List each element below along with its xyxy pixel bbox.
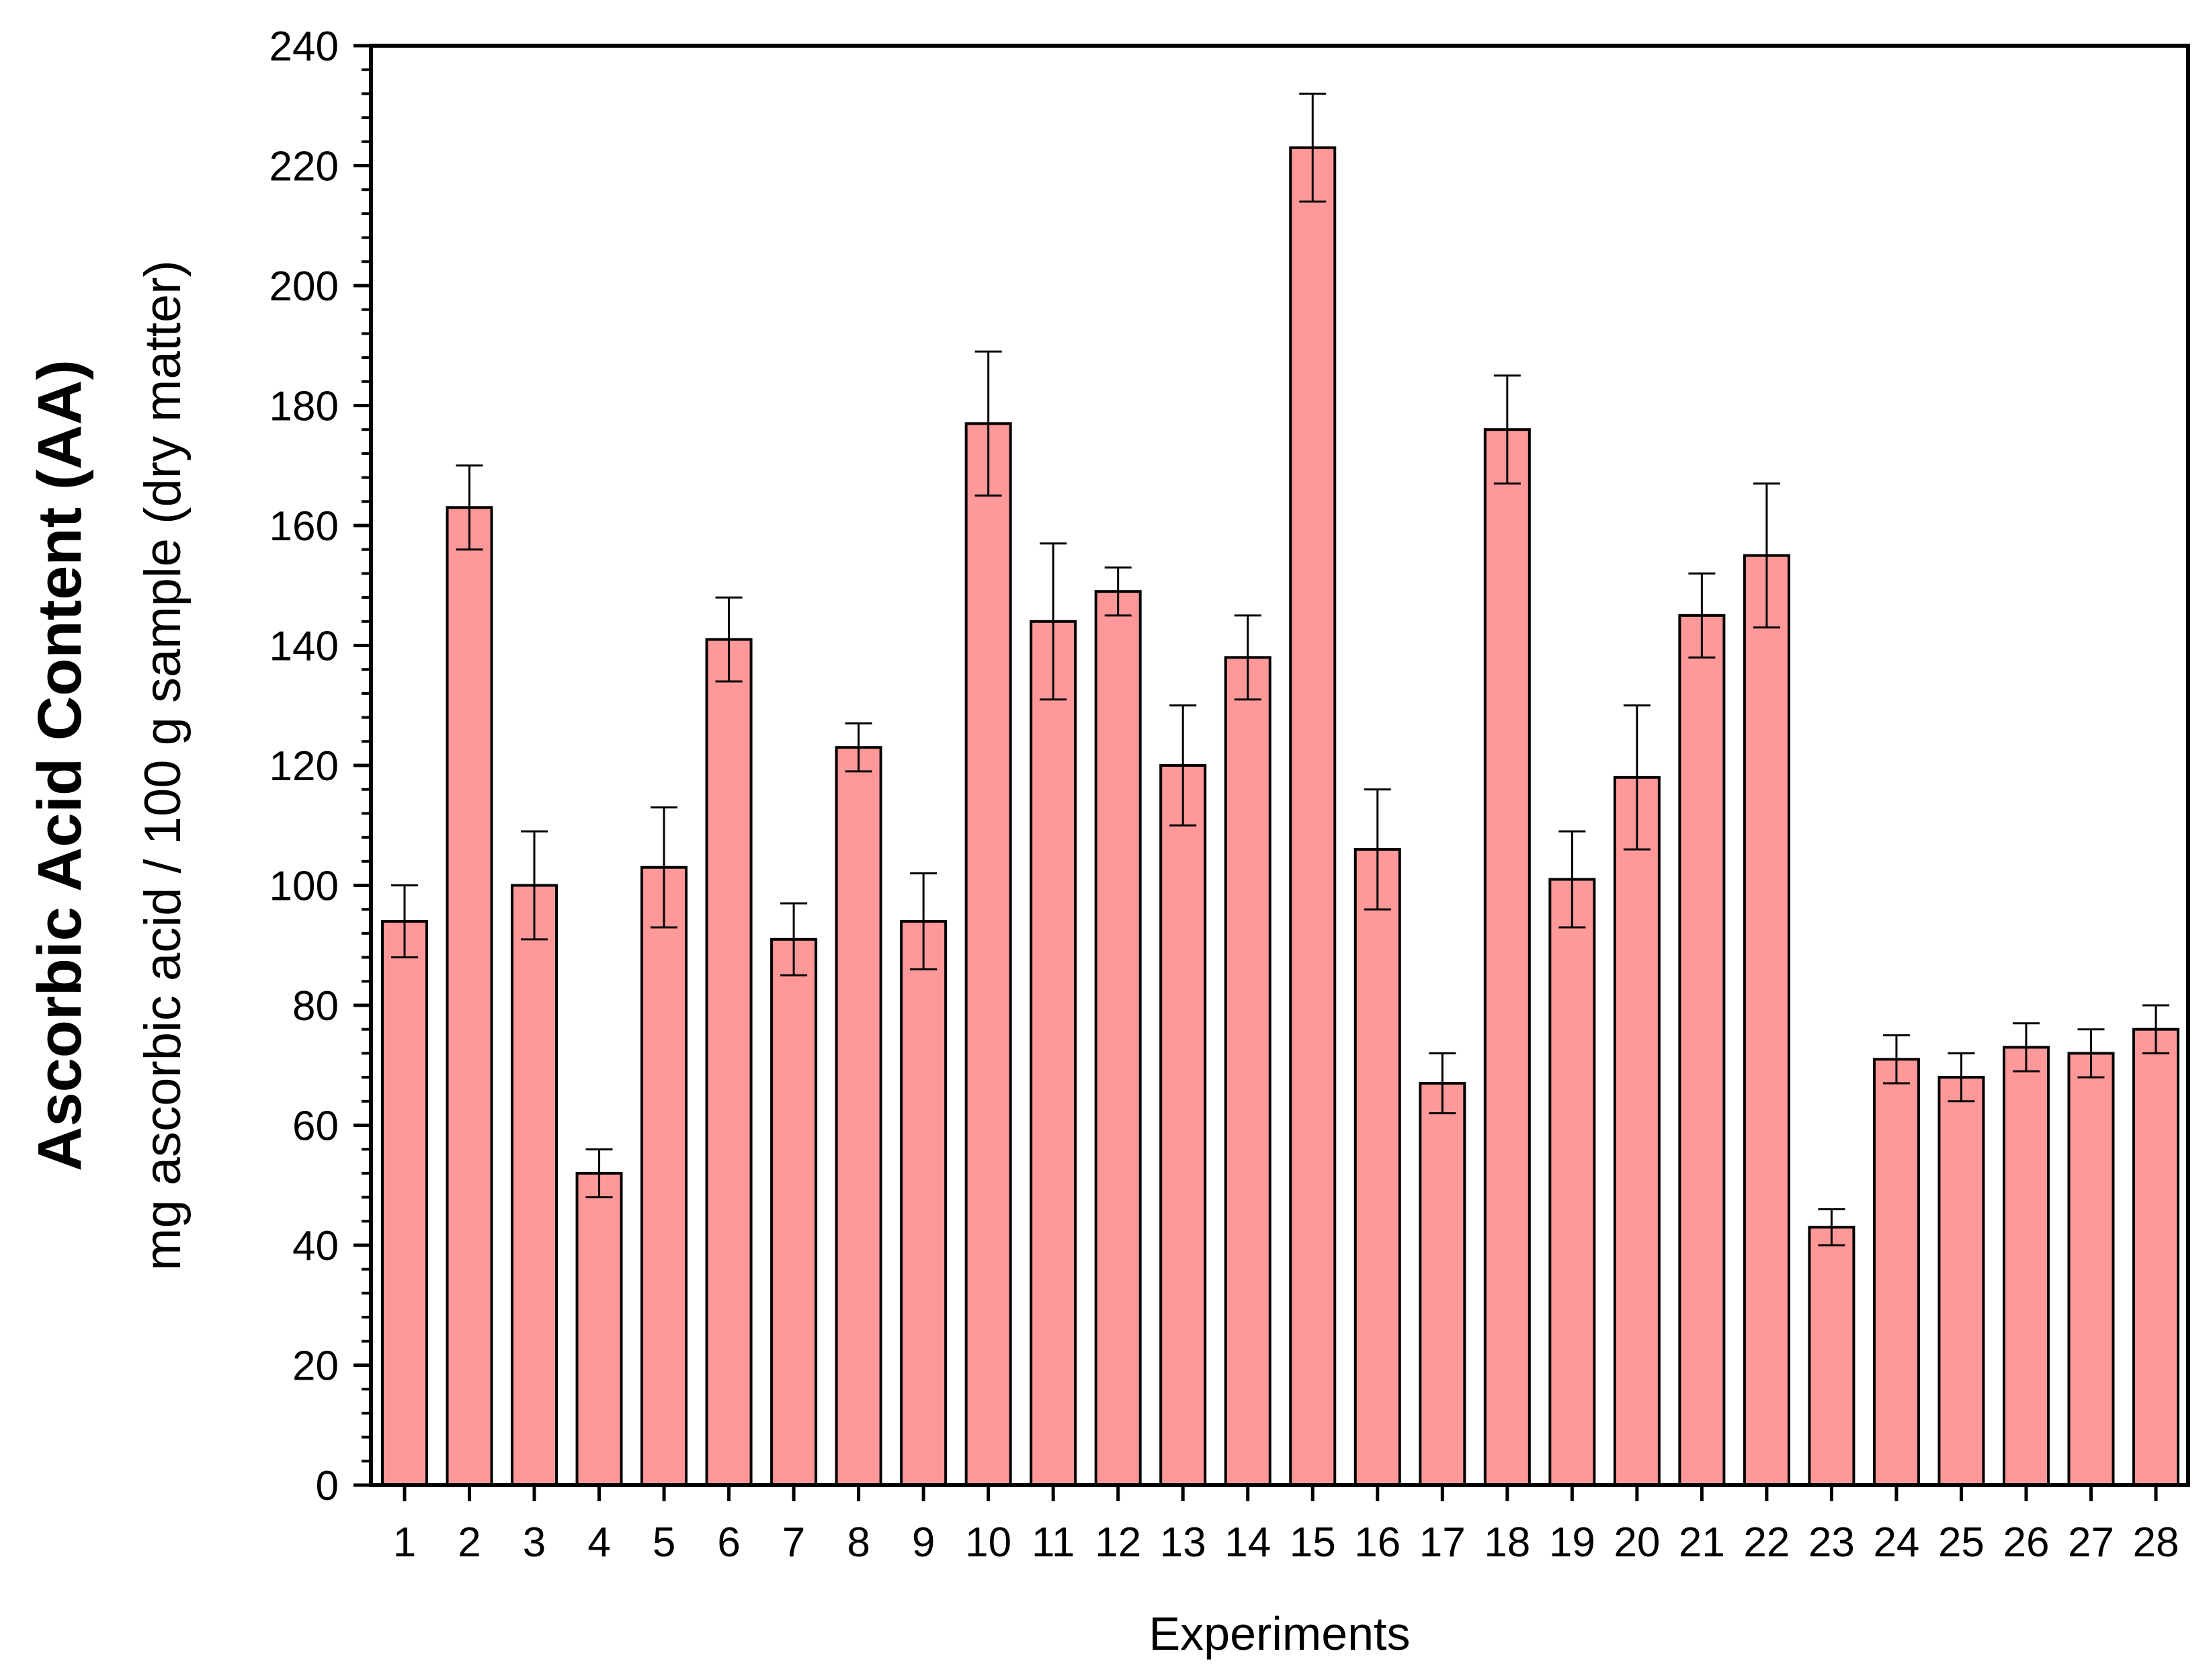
bar-17 xyxy=(1419,1082,1466,1486)
y-tick-label: 240 xyxy=(269,24,339,70)
bar-11 xyxy=(1030,620,1077,1486)
x-tick-label: 3 xyxy=(523,1519,546,1566)
y-tick-label: 200 xyxy=(269,263,339,310)
y-tick-label: 160 xyxy=(269,503,339,550)
y-axis-title: Ascorbic Acid Content (AA) xyxy=(26,360,94,1171)
y-axis-units: mg ascorbic acid / 100 g sample (dry mat… xyxy=(134,260,192,1271)
bar-16 xyxy=(1353,847,1401,1486)
y-tick-label: 180 xyxy=(269,384,339,430)
x-tick-label: 16 xyxy=(1354,1519,1401,1566)
bar-15 xyxy=(1289,146,1337,1487)
x-tick-label: 2 xyxy=(458,1519,481,1566)
x-tick-label: 12 xyxy=(1095,1519,1141,1566)
bar-23 xyxy=(1808,1226,1855,1486)
x-axis: 1 2 3 4 5 6 7 8 9 10 11 12 13 14 15 16 17 18 19 20 21 22 23 24 2… xyxy=(393,1485,2179,1566)
x-axis-title: Experiments xyxy=(1149,1607,1410,1660)
x-tick-label: 27 xyxy=(2068,1519,2114,1566)
bar-20 xyxy=(1613,775,1661,1486)
bar-9 xyxy=(900,920,948,1487)
bar-3 xyxy=(511,884,558,1486)
x-tick-label: 19 xyxy=(1549,1519,1595,1566)
x-tick-label: 23 xyxy=(1808,1519,1855,1566)
x-tick-label: 6 xyxy=(717,1519,740,1566)
y-tick-label: 220 xyxy=(269,144,339,190)
bar-2 xyxy=(446,506,493,1486)
x-tick-label: 28 xyxy=(2133,1519,2179,1566)
bar-26 xyxy=(2002,1046,2050,1486)
x-tick-label: 5 xyxy=(653,1519,675,1566)
y-axis: 0 20 40 60 80 100 120 140 160 180 200 220 240 xyxy=(269,24,371,1509)
x-tick-label: 1 xyxy=(393,1519,416,1566)
x-tick-label: 26 xyxy=(2003,1519,2049,1566)
x-tick-label: 18 xyxy=(1484,1519,1530,1566)
bar-28 xyxy=(2132,1027,2179,1486)
x-tick-label: 20 xyxy=(1614,1519,1660,1566)
y-tick-label: 80 xyxy=(292,983,339,1030)
x-tick-label: 21 xyxy=(1679,1519,1725,1566)
bars-layer xyxy=(381,92,2179,1487)
bar-14 xyxy=(1224,656,1271,1486)
bar-22 xyxy=(1743,554,1790,1486)
x-tick-label: 15 xyxy=(1290,1519,1336,1566)
bar-1 xyxy=(381,920,428,1487)
bar-13 xyxy=(1159,764,1207,1486)
x-tick-label: 9 xyxy=(912,1519,935,1566)
x-tick-label: 11 xyxy=(1032,1519,1075,1566)
x-tick-label: 24 xyxy=(1873,1519,1919,1566)
bar-8 xyxy=(835,746,882,1486)
y-tick-label: 40 xyxy=(292,1223,339,1269)
bar-18 xyxy=(1483,428,1531,1487)
plot-frame xyxy=(369,44,2190,1487)
bar-6 xyxy=(705,638,753,1487)
y-tick-label: 120 xyxy=(269,743,339,790)
x-tick-label: 10 xyxy=(965,1519,1011,1566)
bar-5 xyxy=(640,866,688,1486)
bar-10 xyxy=(964,422,1012,1486)
bar-12 xyxy=(1094,590,1142,1486)
x-tick-label: 22 xyxy=(1743,1519,1790,1566)
x-tick-label: 17 xyxy=(1419,1519,1466,1566)
x-tick-label: 7 xyxy=(782,1519,805,1566)
x-tick-label: 8 xyxy=(847,1519,870,1566)
y-tick-label: 60 xyxy=(292,1103,339,1150)
x-tick-label: 14 xyxy=(1224,1519,1271,1566)
bar-21 xyxy=(1678,614,1726,1486)
x-tick-label: 25 xyxy=(1938,1519,1985,1566)
bar-27 xyxy=(2067,1052,2115,1486)
y-tick-label: 20 xyxy=(292,1343,339,1390)
y-tick-label: 100 xyxy=(269,864,339,910)
bar-7 xyxy=(770,937,818,1486)
y-tick-label: 140 xyxy=(269,624,339,670)
bar-25 xyxy=(1937,1076,1985,1486)
bar-24 xyxy=(1872,1058,1920,1486)
y-tick-label: 0 xyxy=(316,1463,339,1509)
x-tick-label: 13 xyxy=(1160,1519,1206,1566)
x-tick-label: 4 xyxy=(587,1519,610,1566)
bar-4 xyxy=(575,1171,623,1487)
bar-19 xyxy=(1548,878,1596,1486)
